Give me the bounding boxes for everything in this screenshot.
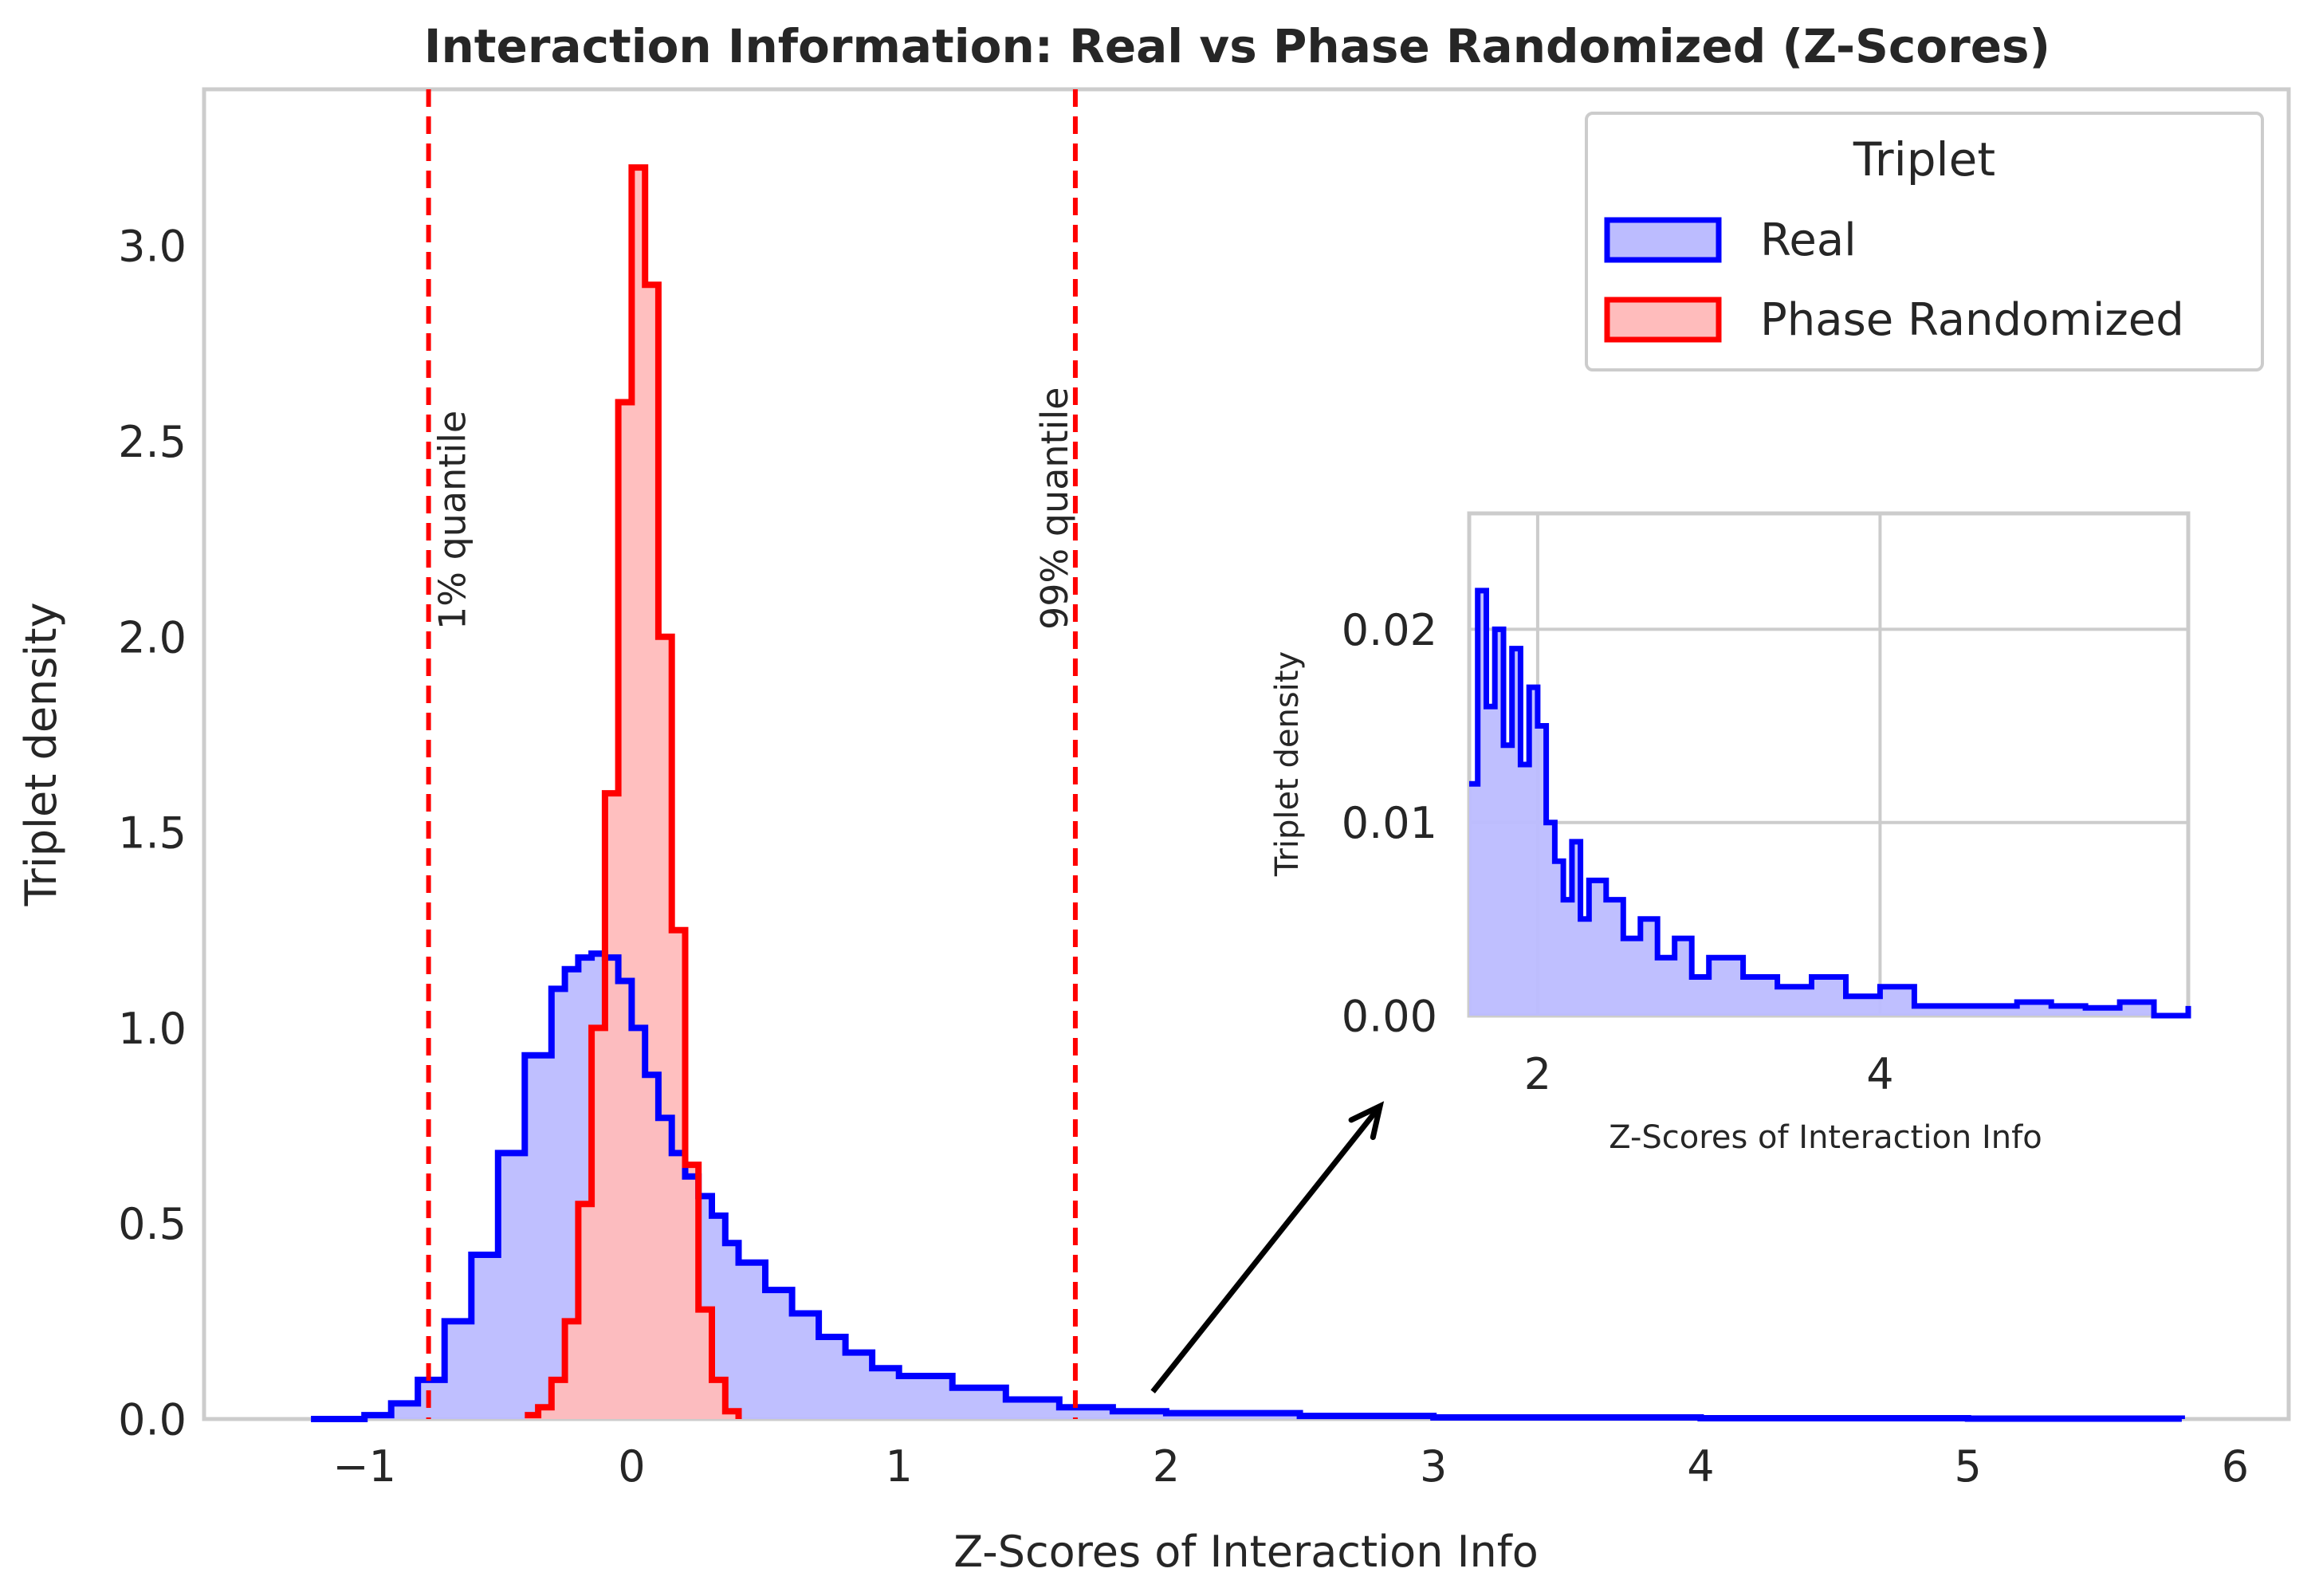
- x-tick-label: 1: [885, 1441, 912, 1492]
- inset-lines: [1469, 588, 2191, 1019]
- y-tick-label: 1.0: [118, 1004, 187, 1054]
- legend-label-real: Real: [1760, 214, 1857, 266]
- arrow-head: [1348, 1101, 1385, 1141]
- inset-y-tick-labels: 0.00 0.01 0.02: [1342, 605, 1437, 1042]
- y-tick-label: 1.5: [118, 808, 187, 859]
- x-axis-label: Z-Scores of Interaction Info: [953, 1527, 1539, 1577]
- y-tick-label: 2.0: [118, 612, 187, 662]
- y-tick-labels: 0.0 0.5 1.0 1.5 2.0 2.5 3.0: [118, 222, 187, 1445]
- arrow-annotation: [1150, 1101, 1385, 1394]
- x-tick-label: 2: [1153, 1441, 1180, 1492]
- legend-box: [1585, 112, 2264, 371]
- reference-label-99-quantile: 99% quantile: [1033, 387, 1076, 630]
- y-axis-label: Triplet density: [16, 602, 66, 906]
- inset-y-axis-label: Triplet density: [1269, 651, 1306, 877]
- x-tick-label: 0: [618, 1441, 645, 1492]
- series-fill-real: [311, 953, 2182, 1419]
- inset-y-tick-label: 0.01: [1342, 798, 1437, 848]
- inset-series-fill-real: [1469, 590, 2188, 1016]
- legend-label-phase-randomized: Phase Randomized: [1760, 294, 2184, 346]
- reference-lines: 1% quantile 99% quantile: [426, 89, 1078, 1419]
- arrow-shaft: [1150, 1104, 1382, 1394]
- y-tick-label: 0.0: [118, 1394, 187, 1445]
- x-tick-label: 3: [1420, 1441, 1447, 1492]
- inset-y-tick-label: 0.00: [1342, 991, 1437, 1041]
- legend: Triplet Real Phase Randomized: [1585, 112, 2264, 371]
- x-tick-label: 5: [1955, 1441, 1982, 1492]
- inset-x-tick-label: 2: [1524, 1049, 1551, 1099]
- inset-fills: [1469, 590, 2188, 1016]
- y-tick-label: 2.5: [118, 417, 187, 467]
- x-tick-label: 4: [1687, 1441, 1714, 1492]
- reference-label-1-quantile: 1% quantile: [431, 411, 474, 630]
- series-line-phase-randomized: [525, 164, 742, 1419]
- x-tick-label: −1: [332, 1441, 396, 1492]
- inset-x-axis-label: Z-Scores of Interaction Info: [1609, 1119, 2042, 1156]
- inset-x-tick-label: 4: [1866, 1049, 1893, 1099]
- legend-title: Triplet: [1853, 132, 1995, 187]
- y-tick-label: 0.5: [118, 1199, 187, 1249]
- inset-series-line-real: [1469, 588, 2191, 1019]
- chart-title: Interaction Information: Real vs Phase R…: [424, 19, 2050, 73]
- inset-y-tick-label: 0.02: [1342, 605, 1437, 655]
- y-tick-label: 3.0: [118, 222, 187, 272]
- legend-swatch-real: [1604, 217, 1722, 263]
- main-lines: [311, 164, 2185, 1422]
- legend-swatch-phase-randomized: [1604, 297, 1722, 343]
- x-tick-labels: −1 0 1 2 3 4 5 6: [332, 1441, 2249, 1492]
- x-tick-label: 6: [2222, 1441, 2249, 1492]
